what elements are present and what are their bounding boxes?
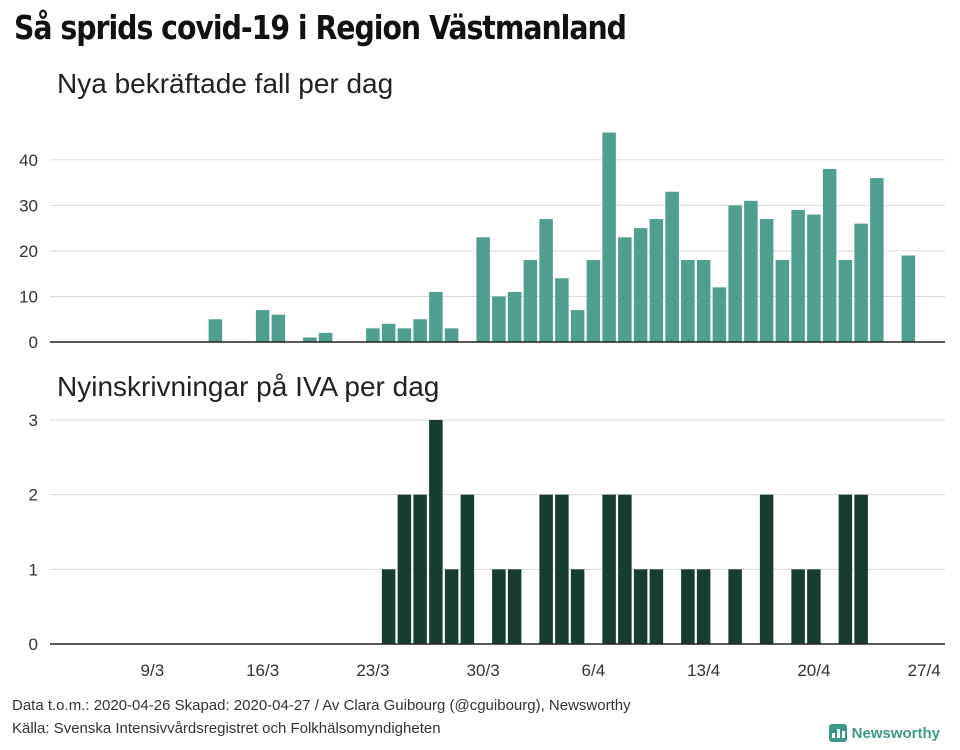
- icu-bar: [728, 569, 742, 644]
- cases-bar: [618, 237, 632, 342]
- cases-bar: [539, 219, 553, 342]
- cases-bar: [681, 260, 695, 342]
- icu-bar: [838, 494, 853, 644]
- cases-bar: [775, 260, 790, 342]
- chart-title: Så sprids covid-19 i Region Västmanland: [14, 8, 627, 47]
- x-axis: 9/3 16/3 23/3 30/3 6/4 13/4 20/4 27/4: [141, 661, 941, 680]
- cases-bar: [870, 178, 884, 342]
- cases-bar: [744, 200, 758, 342]
- icu-bar: [492, 569, 506, 644]
- cases-bar: [413, 319, 427, 342]
- cases-bar: [838, 260, 853, 342]
- icu-y-tick-label: 2: [29, 486, 38, 505]
- cases-panel: 0 10 20 30 40: [19, 132, 945, 352]
- x-tick-label: 13/4: [687, 661, 720, 680]
- x-tick-label: 6/4: [582, 661, 606, 680]
- icu-panel: 0 1 2 3: [29, 411, 945, 654]
- icu-bar: [570, 569, 585, 644]
- icu-bar: [807, 569, 821, 644]
- cases-bar: [523, 260, 538, 342]
- cases-y-tick-label: 20: [19, 242, 38, 261]
- newsworthy-logo: Newsworthy: [828, 724, 940, 742]
- cases-bar: [303, 337, 317, 342]
- footer-data-credit: Data t.o.m.: 2020-04-26 Skapad: 2020-04-…: [12, 697, 631, 714]
- icu-bar: [602, 494, 616, 644]
- logo-text: Newsworthy: [851, 724, 940, 742]
- x-tick-label: 20/4: [797, 661, 830, 680]
- x-tick-label: 30/3: [467, 661, 500, 680]
- cases-bar: [602, 132, 616, 342]
- cases-bar: [901, 255, 916, 342]
- icu-bar: [397, 494, 412, 644]
- icu-bar: [381, 569, 396, 644]
- cases-bar: [318, 332, 333, 342]
- cases-bar: [665, 191, 679, 342]
- cases-bar: [255, 310, 270, 342]
- cases-bar: [570, 310, 585, 342]
- x-tick-label: 9/3: [141, 661, 165, 680]
- cases-bar: [555, 278, 569, 342]
- icu-bar: [444, 569, 459, 644]
- icu-bar: [555, 494, 569, 644]
- bar-chart-logo-icon: [828, 724, 847, 742]
- x-tick-label: 16/3: [246, 661, 279, 680]
- cases-bar: [712, 287, 727, 342]
- icu-bar: [696, 569, 711, 644]
- cases-bar: [633, 228, 648, 342]
- icu-chart-title: Nyinskrivningar på IVA per dag: [57, 371, 440, 402]
- cases-bar: [649, 219, 664, 342]
- cases-bar: [822, 168, 837, 342]
- cases-chart-title: Nya bekräftade fall per dag: [57, 68, 394, 99]
- footer-source: Källa: Svenska Intensivvårdsregistret oc…: [12, 720, 441, 737]
- icu-bar: [854, 494, 868, 644]
- cases-y-tick-label: 0: [29, 333, 38, 352]
- x-tick-label: 27/4: [908, 661, 941, 680]
- icu-bar: [413, 494, 427, 644]
- icu-bar: [618, 494, 632, 644]
- cases-bar: [271, 314, 286, 342]
- cases-bar: [444, 328, 459, 342]
- cases-y-tick-label: 30: [19, 196, 38, 215]
- icu-bar: [681, 569, 695, 644]
- cases-bar: [476, 237, 490, 342]
- icu-bar: [460, 494, 475, 644]
- cases-bar: [791, 209, 805, 342]
- cases-bar: [807, 214, 821, 342]
- cases-bar: [492, 296, 506, 342]
- cases-bar: [586, 260, 601, 342]
- icu-y-tick-label: 0: [29, 635, 38, 654]
- icu-y-tick-label: 3: [29, 411, 38, 430]
- cases-bar: [854, 223, 868, 342]
- cases-bar: [728, 205, 742, 342]
- icu-y-tick-label: 1: [29, 560, 38, 579]
- icu-bar: [791, 569, 805, 644]
- icu-bar: [539, 494, 553, 644]
- cases-y-tick-label: 10: [19, 287, 38, 306]
- icu-bar: [649, 569, 664, 644]
- icu-bar: [759, 494, 774, 644]
- cases-bar: [208, 319, 223, 342]
- icu-bar: [429, 420, 443, 644]
- cases-y-tick-label: 40: [19, 151, 38, 170]
- cases-bar: [696, 260, 711, 342]
- cases-bar: [397, 328, 412, 342]
- cases-bar: [507, 291, 522, 342]
- icu-bar: [633, 569, 648, 644]
- icu-bar: [507, 569, 522, 644]
- cases-bar: [759, 219, 774, 342]
- cases-bar: [429, 291, 443, 342]
- x-tick-label: 23/3: [356, 661, 389, 680]
- cases-bar: [381, 323, 396, 342]
- cases-bar: [366, 328, 380, 342]
